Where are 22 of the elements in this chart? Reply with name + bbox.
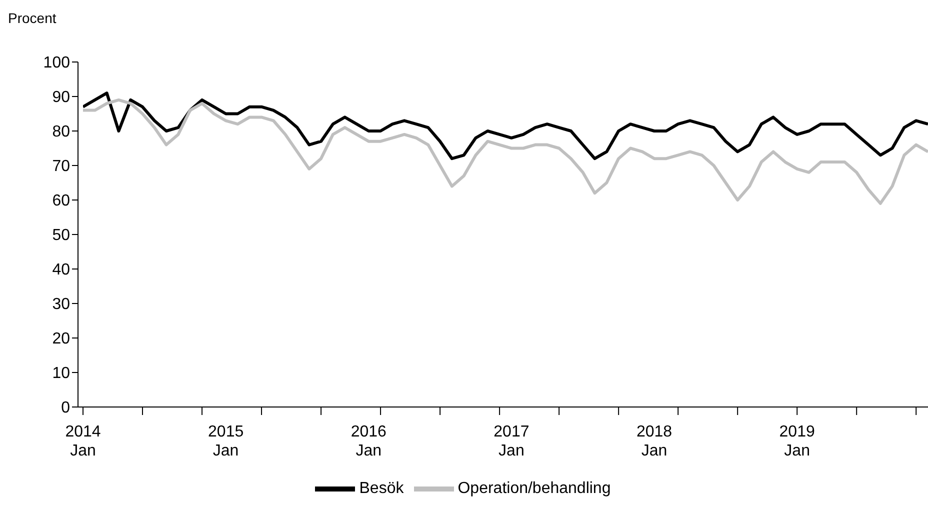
y-tick-label: 70 — [52, 158, 70, 176]
y-tick-label: 10 — [52, 365, 70, 382]
y-tick-label: 80 — [52, 124, 70, 141]
y-tick-label: 30 — [52, 296, 70, 314]
y-tick-label: 100 — [43, 54, 70, 72]
y-tick-label: 60 — [52, 192, 70, 210]
y-tick-label: 20 — [52, 330, 70, 348]
y-axis-title: Procent — [8, 10, 56, 26]
y-tick-label: 0 — [61, 400, 70, 417]
y-tick-label: 40 — [52, 262, 70, 279]
x-tick-label: 2017 Jan — [494, 423, 530, 460]
x-tick-label: 2014 Jan — [65, 423, 101, 460]
y-tick-label: 90 — [52, 89, 70, 106]
x-tick-label: 2018 Jan — [636, 423, 672, 460]
line-series — [83, 98, 928, 205]
x-tick-label: 2015 Jan — [208, 423, 244, 460]
x-tick-label: 2016 Jan — [350, 423, 387, 460]
legend-label: Operation/behandling — [458, 480, 611, 498]
line-series — [83, 92, 928, 160]
y-tick-label: 50 — [52, 227, 70, 244]
x-tick-label: 2019 Jan — [779, 423, 815, 460]
legend-label: Besök — [359, 480, 404, 498]
